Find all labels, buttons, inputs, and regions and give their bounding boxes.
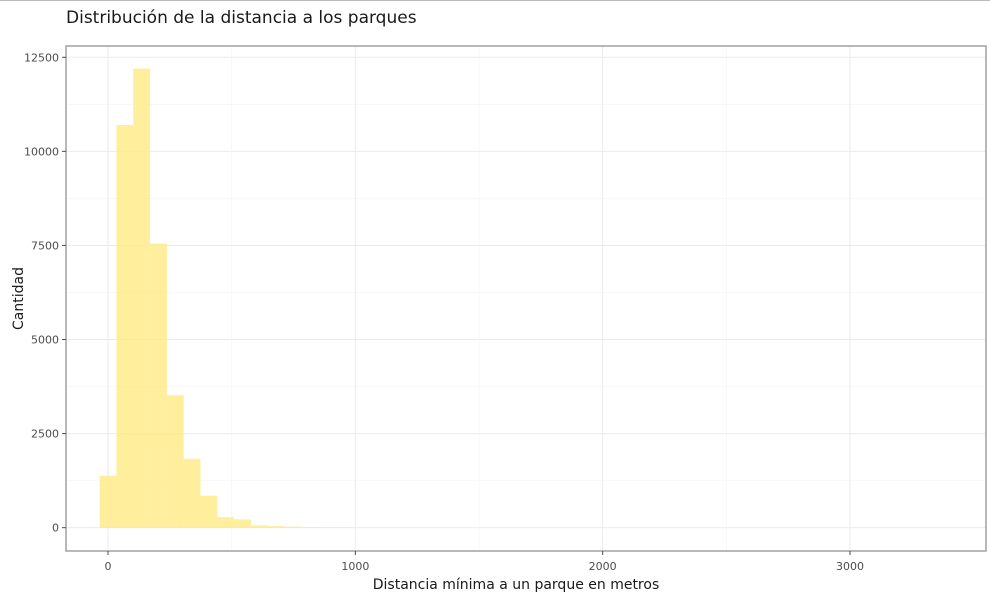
histogram-bar[interactable] <box>166 395 184 528</box>
histogram-bar[interactable] <box>183 458 201 528</box>
y-axis-title: Cantidad <box>11 267 27 330</box>
x-tick-label: 3000 <box>836 560 864 573</box>
histogram-bar[interactable] <box>99 475 117 528</box>
y-tick-label: 2500 <box>31 428 59 441</box>
x-tick-label: 2000 <box>589 560 617 573</box>
y-tick-label: 10000 <box>24 145 59 158</box>
y-tick-label: 12500 <box>24 51 59 64</box>
histogram-bar[interactable] <box>200 495 218 528</box>
histogram-bar[interactable] <box>234 519 251 528</box>
histogram-bar[interactable] <box>116 125 134 528</box>
histogram-bars <box>99 68 352 528</box>
histogram-bar[interactable] <box>217 517 235 528</box>
x-axis-title: Distancia mínima a un parque en metros <box>373 577 660 592</box>
x-tick-label: 0 <box>105 560 112 573</box>
y-tick-label: 5000 <box>31 334 59 347</box>
plot-panel-border <box>65 45 987 552</box>
grid-lines <box>66 46 986 551</box>
x-tick-label: 1000 <box>341 560 369 573</box>
axis-ticks: 0 2500 5000 7500 10000 12500 0 1000 2000 3000 <box>24 51 864 573</box>
histogram-bar[interactable] <box>250 525 268 528</box>
histogram-bar[interactable] <box>150 243 167 528</box>
y-tick-label: 0 <box>52 522 59 535</box>
y-tick-label: 7500 <box>31 239 59 252</box>
top-rule <box>0 0 990 1</box>
histogram-bar[interactable] <box>284 526 302 528</box>
histogram-bar[interactable] <box>301 527 319 528</box>
histogram-bar[interactable] <box>133 68 151 528</box>
plot-panel-background <box>66 46 986 551</box>
histogram-bar[interactable] <box>267 526 285 528</box>
chart-title: Distribución de la distancia a los parqu… <box>66 8 417 28</box>
